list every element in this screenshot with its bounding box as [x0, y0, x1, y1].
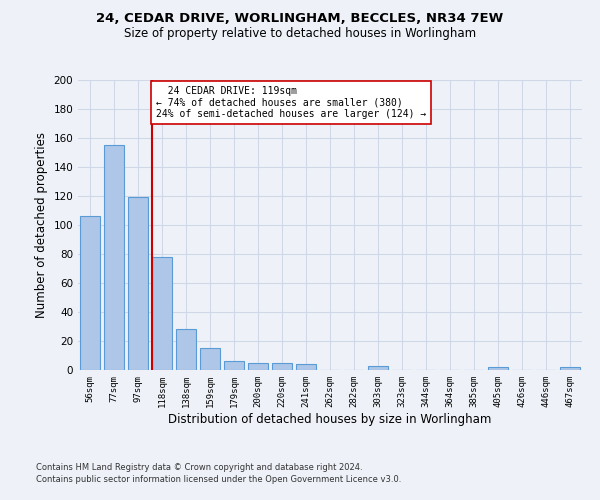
Bar — [560, 367, 580, 370]
Bar — [224, 362, 244, 370]
Bar — [296, 364, 316, 370]
Y-axis label: Number of detached properties: Number of detached properties — [35, 132, 48, 318]
Text: 24 CEDAR DRIVE: 119sqm
← 74% of detached houses are smaller (380)
24% of semi-de: 24 CEDAR DRIVE: 119sqm ← 74% of detached… — [156, 86, 426, 119]
Bar — [272, 363, 292, 370]
Text: Contains public sector information licensed under the Open Government Licence v3: Contains public sector information licen… — [36, 475, 401, 484]
Text: 24, CEDAR DRIVE, WORLINGHAM, BECCLES, NR34 7EW: 24, CEDAR DRIVE, WORLINGHAM, BECCLES, NR… — [97, 12, 503, 26]
Bar — [248, 363, 268, 370]
Text: Size of property relative to detached houses in Worlingham: Size of property relative to detached ho… — [124, 28, 476, 40]
Text: Contains HM Land Registry data © Crown copyright and database right 2024.: Contains HM Land Registry data © Crown c… — [36, 464, 362, 472]
Bar — [80, 216, 100, 370]
Bar — [152, 257, 172, 370]
X-axis label: Distribution of detached houses by size in Worlingham: Distribution of detached houses by size … — [169, 412, 491, 426]
Bar — [104, 145, 124, 370]
Bar — [488, 367, 508, 370]
Bar — [128, 198, 148, 370]
Bar — [176, 330, 196, 370]
Bar — [368, 366, 388, 370]
Bar — [200, 348, 220, 370]
